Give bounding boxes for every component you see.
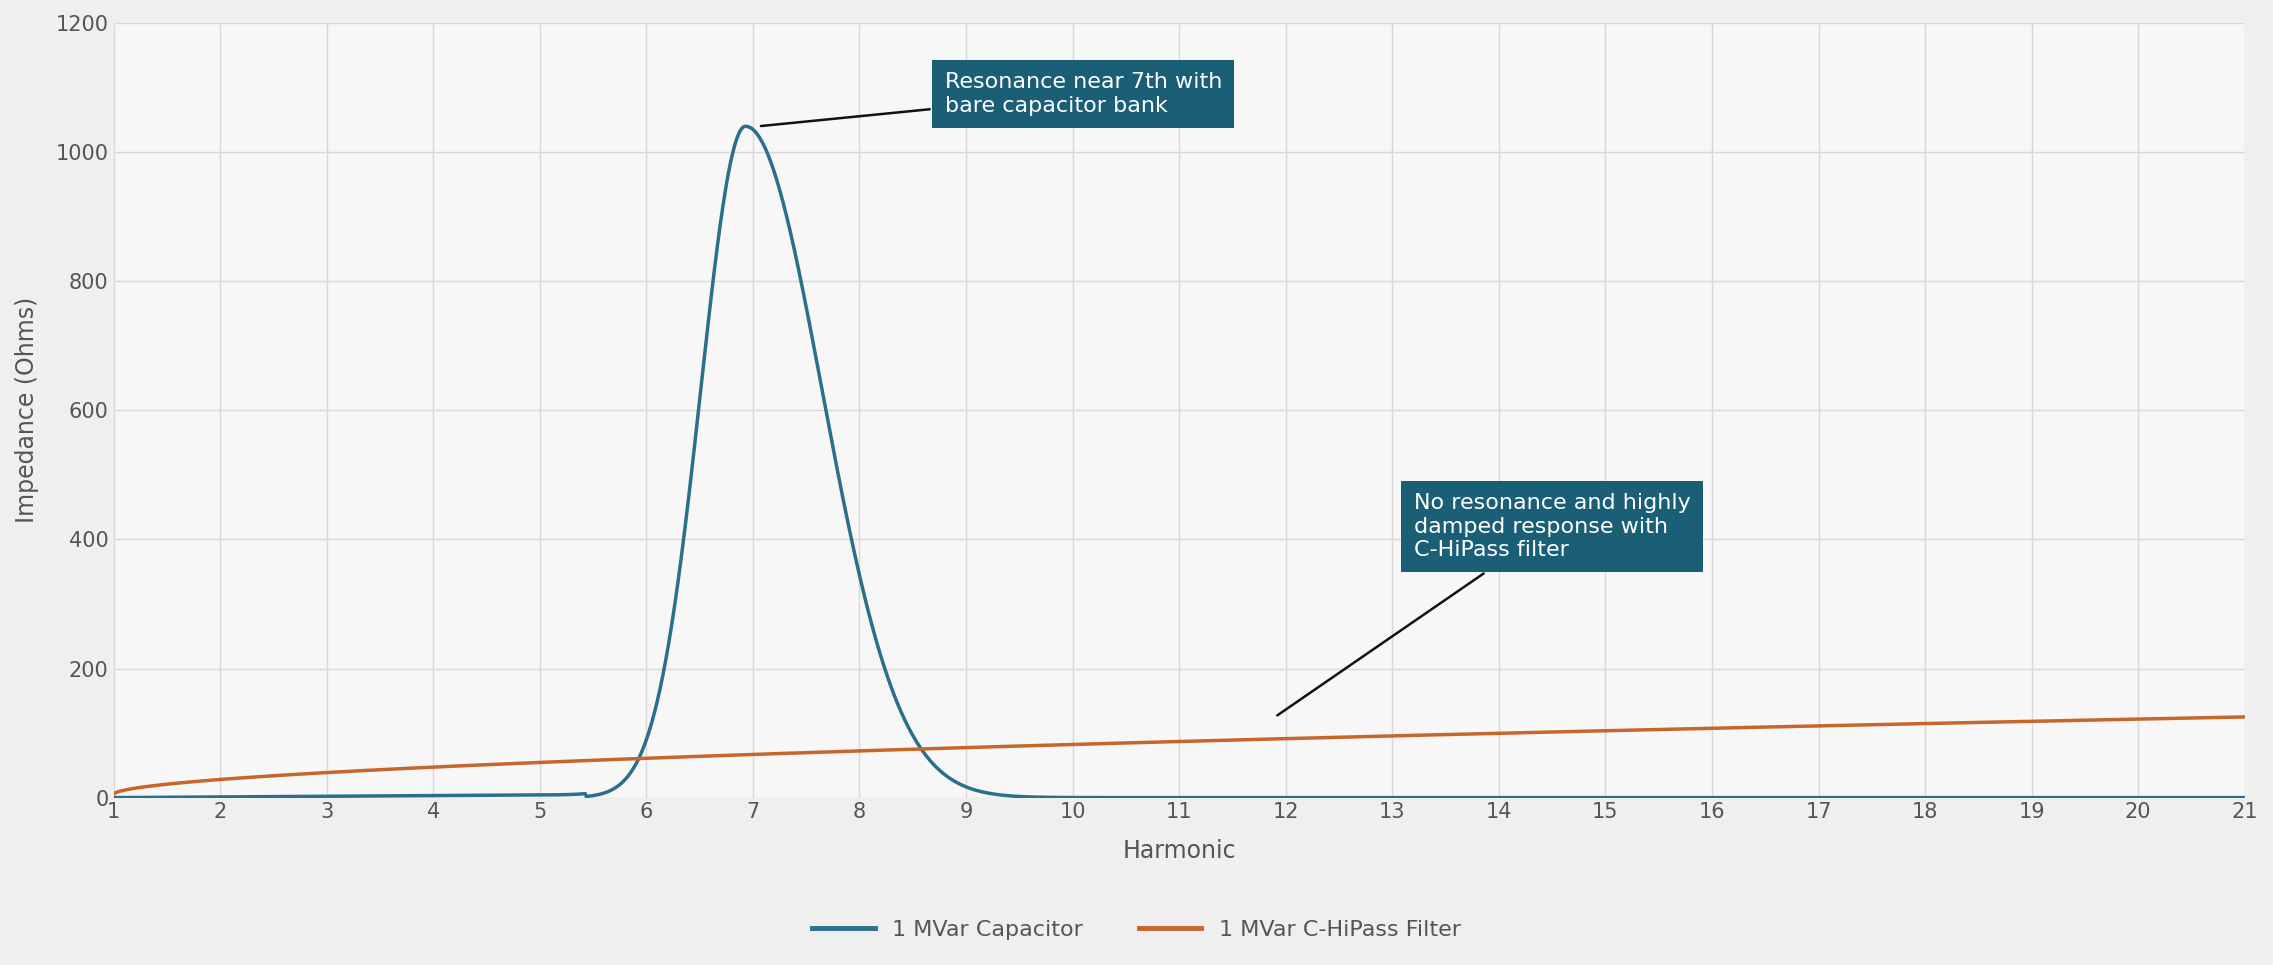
1 MVar C-HiPass Filter	[1009, 740, 1036, 752]
1 MVar C-HiPass Filter	[2189, 712, 2216, 724]
1 MVar Capacitor	[2189, 792, 2216, 804]
1 MVar Capacitor	[918, 757, 946, 768]
Legend: 1 MVar Capacitor, 1 MVar C-HiPass Filter: 1 MVar Capacitor, 1 MVar C-HiPass Filter	[802, 911, 1471, 949]
Line: 1 MVar C-HiPass Filter: 1 MVar C-HiPass Filter	[114, 717, 2246, 794]
X-axis label: Harmonic: Harmonic	[1123, 840, 1237, 863]
Y-axis label: Impedance (Ohms): Impedance (Ohms)	[16, 297, 39, 523]
1 MVar C-HiPass Filter	[100, 788, 127, 800]
1 MVar C-HiPass Filter	[916, 743, 943, 755]
Text: No resonance and highly
damped response with
C-HiPass filter: No resonance and highly damped response …	[1277, 493, 1691, 715]
1 MVar C-HiPass Filter	[1959, 717, 1987, 729]
1 MVar C-HiPass Filter	[343, 765, 370, 777]
1 MVar Capacitor	[1009, 791, 1036, 803]
1 MVar Capacitor	[732, 121, 759, 132]
1 MVar Capacitor	[471, 789, 498, 801]
1 MVar Capacitor	[343, 790, 370, 802]
1 MVar Capacitor	[1959, 792, 1987, 804]
Text: Resonance near 7th with
bare capacitor bank: Resonance near 7th with bare capacitor b…	[761, 72, 1223, 126]
1 MVar Capacitor	[2232, 792, 2259, 804]
1 MVar Capacitor	[100, 792, 127, 804]
Line: 1 MVar Capacitor: 1 MVar Capacitor	[114, 126, 2246, 798]
1 MVar C-HiPass Filter	[2232, 711, 2259, 723]
1 MVar C-HiPass Filter	[471, 759, 498, 771]
